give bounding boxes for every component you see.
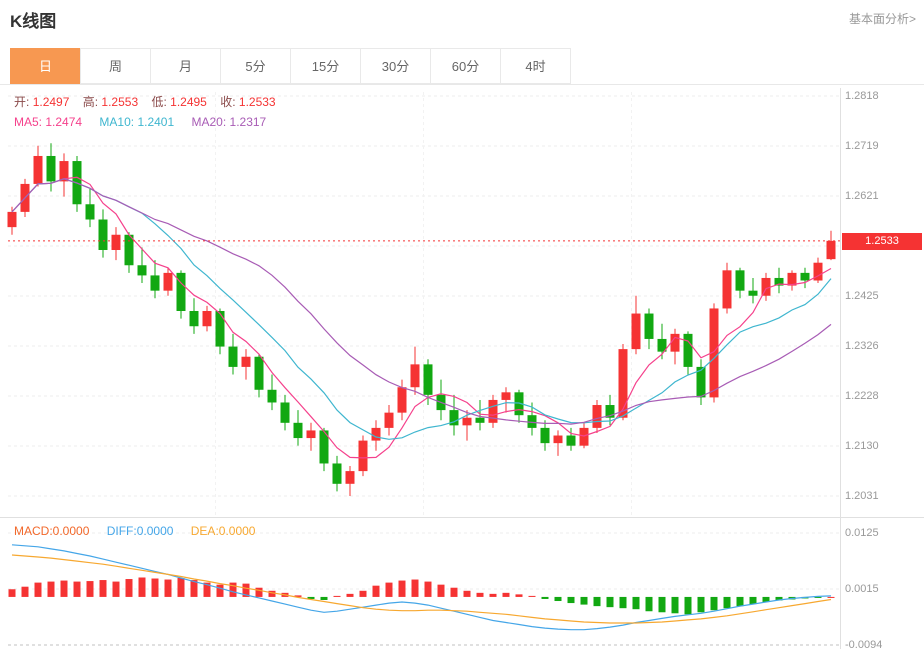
y-axis-tick: 1.2621 — [845, 190, 879, 202]
ma10-label: MA10: — [99, 115, 135, 129]
open-value: 1.2497 — [32, 95, 70, 109]
y-axis-tick: 0.0125 — [845, 527, 879, 539]
tab-week[interactable]: 周 — [80, 48, 151, 84]
page-title: K线图 — [10, 12, 57, 31]
tab-15min[interactable]: 15分 — [290, 48, 361, 84]
diff-value-label: DIFF:0.0000 — [106, 524, 174, 538]
ma-lines-layer — [11, 176, 832, 459]
page-header: K线图 基本面分析> — [0, 0, 924, 40]
y-axis-tick: -0.0094 — [845, 639, 883, 649]
ma-readout: MA5: 1.2474 MA10: 1.2401 MA20: 1.2317 — [14, 115, 266, 129]
close-value: 1.2533 — [238, 95, 276, 109]
dea-value-label: DEA:0.0000 — [190, 524, 256, 538]
tab-4hour[interactable]: 4时 — [500, 48, 571, 84]
macd-histogram — [8, 577, 835, 615]
y-axis-tick: 1.2031 — [845, 490, 879, 502]
y-axis-tick: 0.0015 — [845, 583, 879, 595]
high-label: 高: — [82, 95, 99, 109]
y-axis-tick: 1.2228 — [845, 390, 879, 402]
tabbar-divider — [0, 84, 924, 85]
tab-5min[interactable]: 5分 — [220, 48, 291, 84]
low-label: 低: — [151, 95, 167, 109]
candles-layer — [7, 143, 836, 496]
current-price-tag: 1.2533 — [842, 232, 922, 250]
axis-separators — [0, 88, 924, 649]
ma5-value: 1.2474 — [45, 115, 83, 129]
macd-lines — [11, 544, 832, 631]
ma20-readout: MA20: 1.2317 — [191, 115, 266, 129]
tab-30min[interactable]: 30分 — [360, 48, 431, 84]
low-value: 1.2495 — [170, 95, 207, 109]
close-label: 收: — [220, 95, 236, 109]
open-label: 开: — [14, 95, 30, 109]
high-value: 1.2553 — [101, 95, 139, 109]
ma10-value: 1.2401 — [137, 115, 175, 129]
fundamental-analysis-link[interactable]: 基本面分析> — [848, 12, 916, 26]
macd-value-label: MACD:0.0000 — [14, 524, 90, 538]
tab-month[interactable]: 月 — [150, 48, 221, 84]
ma20-label: MA20: — [191, 115, 227, 129]
macd-readout: MACD:0.0000 DIFF:0.0000 DEA:0.0000 — [14, 524, 255, 538]
ma5-readout: MA5: 1.2474 — [14, 115, 82, 129]
y-axis-tick: 1.2425 — [845, 290, 879, 302]
ma20-value: 1.2317 — [229, 115, 267, 129]
y-axis-tick: 1.2818 — [845, 90, 879, 102]
tab-day[interactable]: 日 — [10, 48, 81, 84]
y-axis-tick: 1.2326 — [845, 340, 879, 352]
tab-60min[interactable]: 60分 — [430, 48, 501, 84]
y-axis-tick: 1.2719 — [845, 140, 879, 152]
period-tabbar: 日 周 月 5分 15分 30分 60分 4时 — [10, 48, 571, 84]
ma10-readout: MA10: 1.2401 — [99, 115, 174, 129]
y-axis-tick: 1.2130 — [845, 440, 879, 452]
ohlc-readout: 开: 1.2497 高: 1.2553 低: 1.2495 收: 1.2533 — [14, 93, 286, 110]
ma5-label: MA5: — [14, 115, 43, 129]
